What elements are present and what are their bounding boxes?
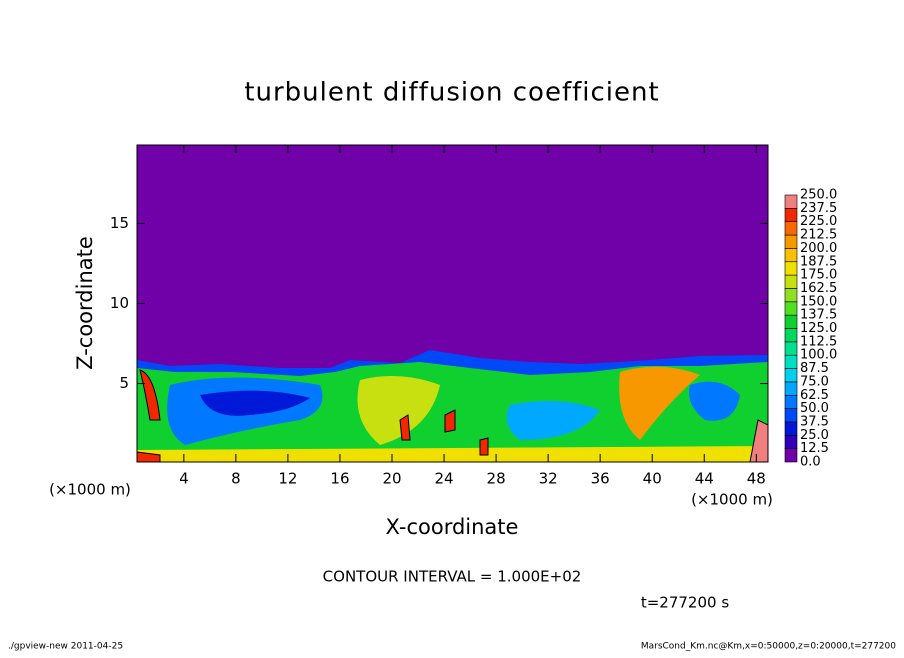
x-tick-label: 48 — [747, 470, 766, 488]
colorbar-label: 237.5 — [800, 201, 837, 216]
colorbar-label: 250.0 — [800, 188, 837, 203]
region-high — [137, 446, 768, 462]
colorbar-segment — [784, 234, 798, 249]
colorbar-label: 87.5 — [800, 361, 829, 376]
region-high — [357, 376, 440, 445]
colorbar-label: 62.5 — [800, 388, 829, 403]
x-tick-label: 24 — [434, 470, 453, 488]
colorbar-label: 162.5 — [800, 281, 837, 296]
colorbar-label: 12.5 — [800, 441, 829, 456]
x-tick-label: 40 — [643, 470, 662, 488]
x-tick-label: 36 — [591, 470, 610, 488]
region-max — [479, 437, 489, 456]
contour-interval: CONTOUR INTERVAL = 1.000E+02 — [323, 568, 582, 586]
x-tick-label: 32 — [539, 470, 558, 488]
colorbar-label: 25.0 — [800, 428, 829, 443]
colorbar-label: 200.0 — [800, 241, 837, 256]
y-axis-label: Z-coordinate — [73, 236, 97, 370]
colorbar-segment — [784, 221, 798, 236]
colorbar-segment — [784, 288, 798, 303]
colorbar-segment — [784, 381, 798, 396]
x-tick-label: 44 — [695, 470, 714, 488]
region-low — [200, 390, 310, 416]
x-unit: (×1000 m) — [691, 491, 773, 509]
colorbar-label: 112.5 — [800, 334, 837, 349]
colorbar-segment — [784, 274, 798, 289]
colorbar-segment — [784, 368, 798, 383]
region-low — [689, 381, 740, 421]
colorbar-segment — [784, 248, 798, 263]
x-axis-label: X-coordinate — [386, 515, 519, 539]
x-tick-label: 16 — [330, 470, 349, 488]
colorbar-label: 187.5 — [800, 254, 837, 269]
colorbar-label: 75.0 — [800, 374, 829, 389]
colorbar-segment — [784, 448, 798, 463]
colorbar-label: 50.0 — [800, 401, 829, 416]
colorbar-label: 0.0 — [800, 455, 821, 470]
colorbar-label: 212.5 — [800, 228, 837, 243]
colorbar-segment — [784, 394, 798, 409]
colorbar-segment — [784, 354, 798, 369]
colorbar-label: 125.0 — [800, 321, 837, 336]
x-tick-label: 20 — [382, 470, 401, 488]
colorbar-label: 175.0 — [800, 268, 837, 283]
time-label: t=277200 s — [641, 594, 729, 612]
region-max — [444, 409, 456, 433]
colorbar-label: 37.5 — [800, 414, 829, 429]
colorbar-segment — [784, 328, 798, 343]
footer: ./gpview-new 2011-04-25 — [8, 642, 123, 652]
footer: MarsCond_Km.nc@Km,x=0:50000,z=0:20000,t=… — [641, 642, 896, 652]
y-tick-label: 15 — [110, 214, 129, 232]
region-low — [506, 401, 600, 440]
colorbar-segment — [784, 434, 798, 449]
colorbar-segment — [784, 301, 798, 316]
x-tick-label: 12 — [278, 470, 297, 488]
x-tick-label: 8 — [231, 470, 241, 488]
region-high — [619, 366, 700, 440]
colorbar-segment — [784, 208, 798, 223]
colorbar-segment — [784, 341, 798, 356]
colorbar-segment — [784, 408, 798, 423]
colorbar-segment — [784, 421, 798, 436]
colorbar-label: 150.0 — [800, 294, 837, 309]
colorbar-label: 225.0 — [800, 214, 837, 229]
x-tick-label: 4 — [179, 470, 189, 488]
colorbar-label: 100.0 — [800, 348, 837, 363]
x-tick-label: 28 — [487, 470, 506, 488]
colorbar-segment — [784, 194, 798, 209]
colorbar-label: 137.5 — [800, 308, 837, 323]
colorbar-segment — [784, 261, 798, 276]
region-max — [399, 414, 411, 441]
colorbar-segment — [784, 314, 798, 329]
x-unit: (×1000 m) — [49, 481, 131, 499]
y-tick-label: 5 — [119, 374, 129, 392]
field — [136, 144, 769, 463]
chart-title: turbulent diffusion coefficient — [244, 78, 659, 108]
y-tick-label: 10 — [110, 294, 129, 312]
